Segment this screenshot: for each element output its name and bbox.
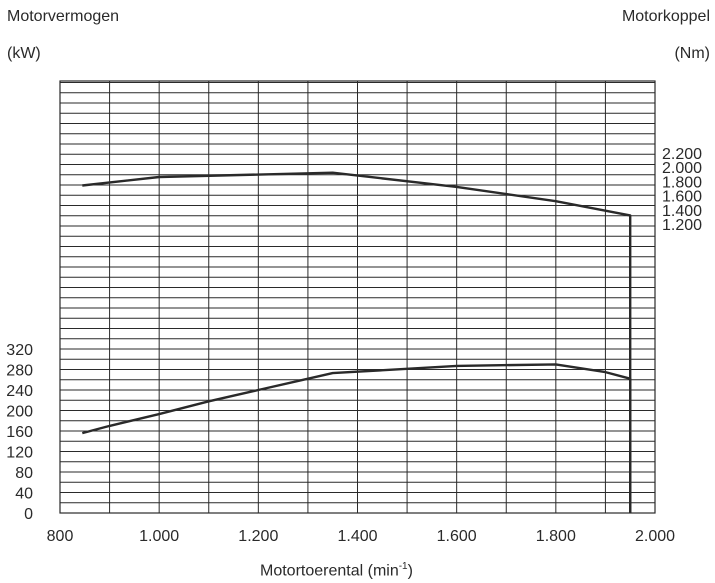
power-line bbox=[81, 363, 632, 513]
series-group bbox=[81, 171, 632, 513]
x-tick-label: 1.800 bbox=[536, 528, 576, 545]
x-tick-label: 1.200 bbox=[238, 528, 278, 545]
left-tick-label: 200 bbox=[6, 404, 33, 421]
right-tick-label: 2.200 bbox=[662, 146, 702, 163]
left-tick-label: 80 bbox=[15, 465, 33, 482]
left-tick-label: 0 bbox=[24, 506, 33, 523]
left-tick-label: 40 bbox=[15, 486, 33, 503]
x-tick-label: 1.600 bbox=[437, 528, 477, 545]
left-tick-label: 160 bbox=[6, 424, 33, 441]
torque-line bbox=[82, 171, 632, 513]
right-axis-unit: (Nm) bbox=[674, 45, 710, 62]
left-axis-unit: (kW) bbox=[7, 45, 41, 62]
plot-frame bbox=[59, 80, 656, 514]
x-axis-title: Motortoerental (min-1) bbox=[260, 561, 413, 580]
right-axis-title: Motorkoppel bbox=[621, 8, 710, 25]
x-tick-label: 1.000 bbox=[139, 528, 179, 545]
right-tick-label: 2.000 bbox=[662, 160, 702, 177]
x-tick-label: 2.000 bbox=[635, 528, 675, 545]
left-tick-label: 320 bbox=[6, 342, 33, 359]
tick-labels: 800 1.000 1.200 1.400 1.600 1.800 2.0000408012… bbox=[6, 146, 702, 545]
right-tick-label: 1.400 bbox=[662, 203, 702, 220]
x-tick-label: 1.400 bbox=[337, 528, 377, 545]
x-axis-title-end: ) bbox=[407, 562, 413, 580]
x-tick-label: 800 bbox=[47, 528, 74, 545]
right-tick-label: 1.200 bbox=[662, 217, 702, 234]
left-tick-label: 240 bbox=[6, 383, 33, 400]
right-tick-label: 1.800 bbox=[662, 174, 702, 191]
x-axis-title-sup: -1 bbox=[398, 561, 408, 572]
right-tick-label: 1.600 bbox=[662, 189, 702, 206]
left-tick-label: 120 bbox=[6, 445, 33, 462]
left-tick-label: 280 bbox=[6, 363, 33, 380]
left-axis-title: Motorvermogen bbox=[7, 8, 120, 25]
grid bbox=[59, 80, 656, 514]
x-axis-title-text: Motortoerental (min bbox=[260, 562, 399, 580]
